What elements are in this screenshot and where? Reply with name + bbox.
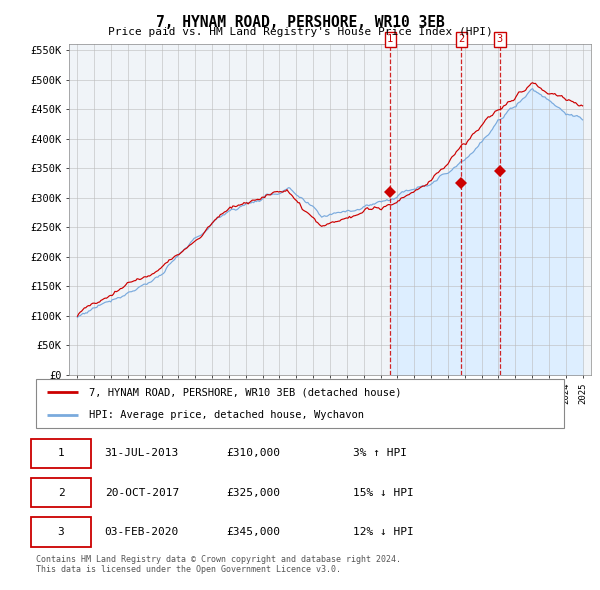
Text: 7, HYNAM ROAD, PERSHORE, WR10 3EB (detached house): 7, HYNAM ROAD, PERSHORE, WR10 3EB (detac… bbox=[89, 388, 401, 398]
FancyBboxPatch shape bbox=[36, 379, 564, 428]
Text: 3% ↑ HPI: 3% ↑ HPI bbox=[353, 448, 407, 458]
Text: HPI: Average price, detached house, Wychavon: HPI: Average price, detached house, Wych… bbox=[89, 409, 364, 419]
FancyBboxPatch shape bbox=[31, 439, 91, 468]
Text: 3: 3 bbox=[497, 34, 503, 44]
Text: 7, HYNAM ROAD, PERSHORE, WR10 3EB: 7, HYNAM ROAD, PERSHORE, WR10 3EB bbox=[155, 15, 445, 30]
Text: £325,000: £325,000 bbox=[226, 488, 280, 497]
Text: £310,000: £310,000 bbox=[226, 448, 280, 458]
FancyBboxPatch shape bbox=[31, 517, 91, 546]
Text: 1: 1 bbox=[58, 448, 64, 458]
Text: 31-JUL-2013: 31-JUL-2013 bbox=[104, 448, 179, 458]
Text: 03-FEB-2020: 03-FEB-2020 bbox=[104, 527, 179, 537]
Text: Contains HM Land Registry data © Crown copyright and database right 2024.
This d: Contains HM Land Registry data © Crown c… bbox=[36, 555, 401, 574]
Text: 12% ↓ HPI: 12% ↓ HPI bbox=[353, 527, 413, 537]
Text: 2: 2 bbox=[458, 34, 464, 44]
Text: 20-OCT-2017: 20-OCT-2017 bbox=[104, 488, 179, 497]
Text: 1: 1 bbox=[387, 34, 394, 44]
Text: 15% ↓ HPI: 15% ↓ HPI bbox=[353, 488, 413, 497]
Text: £345,000: £345,000 bbox=[226, 527, 280, 537]
Text: 2: 2 bbox=[58, 488, 64, 497]
Text: Price paid vs. HM Land Registry's House Price Index (HPI): Price paid vs. HM Land Registry's House … bbox=[107, 27, 493, 37]
FancyBboxPatch shape bbox=[31, 478, 91, 507]
Text: 3: 3 bbox=[58, 527, 64, 537]
